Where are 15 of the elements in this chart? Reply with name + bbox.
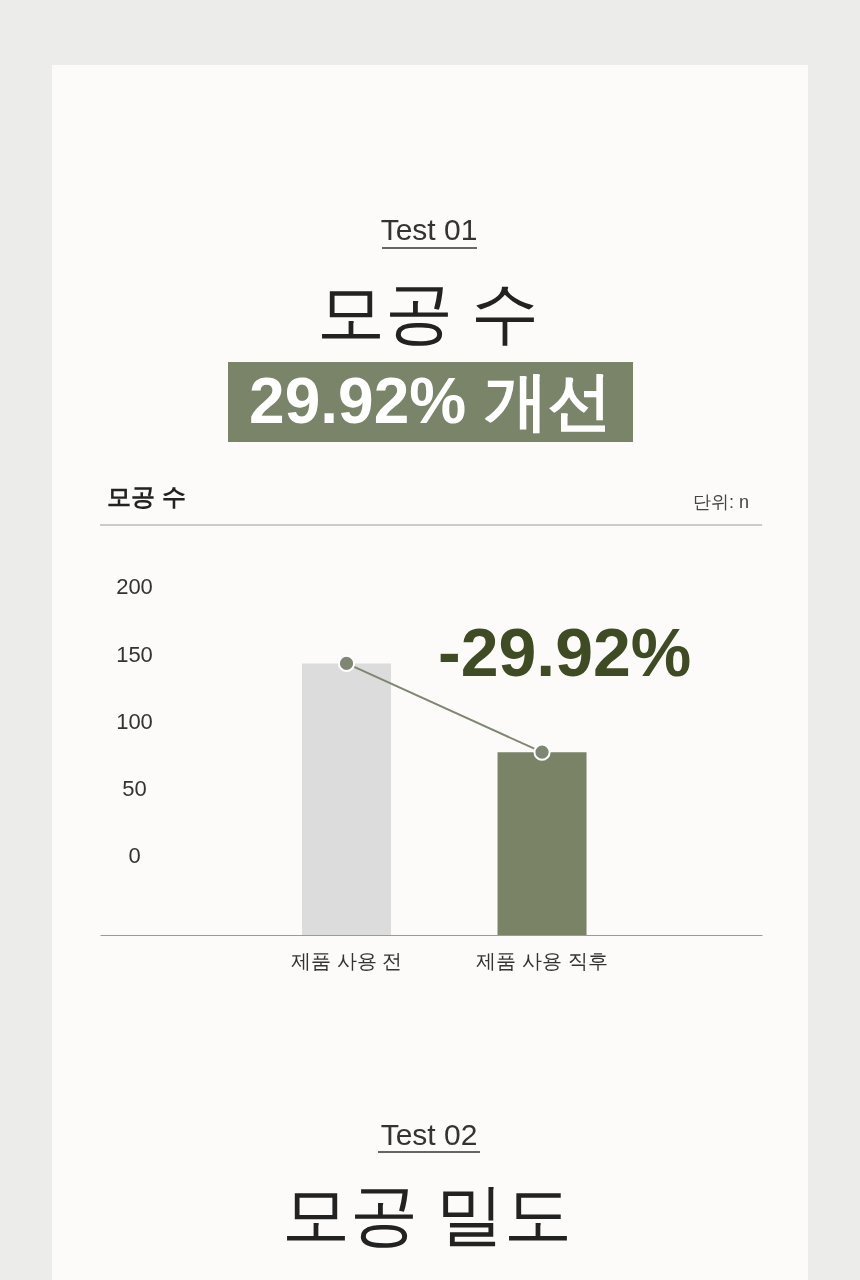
y-tick-label: 50 <box>122 775 147 801</box>
x-tick-label: 제품 사용 전 <box>290 949 403 972</box>
y-tick-label: 100 <box>116 708 153 734</box>
x-tick-label: 제품 사용 직후 <box>476 949 608 972</box>
chart-subtitle: 29.92% 개선 <box>249 365 612 437</box>
text: 모공 수 <box>107 483 186 510</box>
y-tick-label: 0 <box>128 843 141 869</box>
y-tick-label: 150 <box>116 641 153 667</box>
chart-title: 모공 수 <box>316 274 540 350</box>
text: 모공 밀도 <box>281 1176 573 1252</box>
annotation: -29.92% <box>438 614 692 690</box>
y-tick-label: 200 <box>116 574 153 600</box>
text: Test 02 <box>380 1118 478 1151</box>
y-axis-title: 단위: n <box>692 492 749 512</box>
text: Test 01 <box>380 213 478 246</box>
